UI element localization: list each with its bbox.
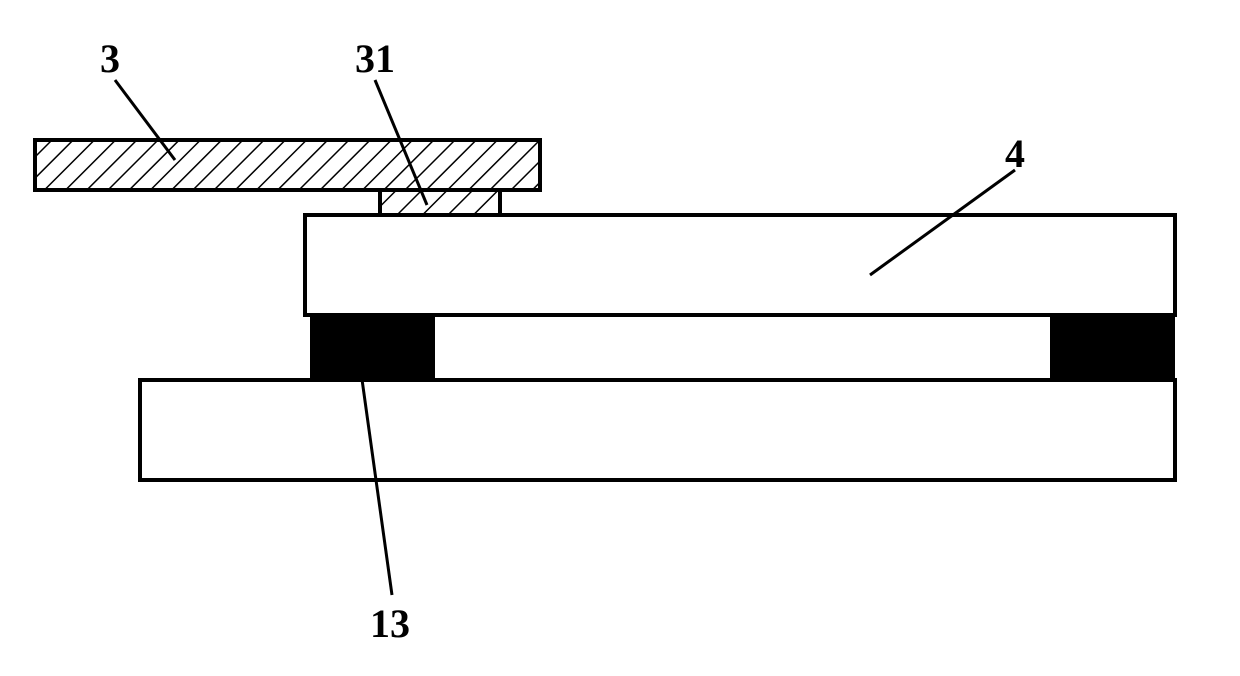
lower-slab xyxy=(140,380,1175,480)
cross-section-diagram xyxy=(0,0,1240,676)
spacer-block-left xyxy=(310,316,435,379)
spacer-block-right xyxy=(1050,316,1175,379)
top-member xyxy=(35,140,540,190)
label-3: 3 xyxy=(100,35,120,82)
label-4: 4 xyxy=(1005,130,1025,177)
label-31: 31 xyxy=(355,35,395,82)
bonding-block xyxy=(380,190,500,215)
label-13: 13 xyxy=(370,600,410,647)
upper-slab xyxy=(305,215,1175,315)
